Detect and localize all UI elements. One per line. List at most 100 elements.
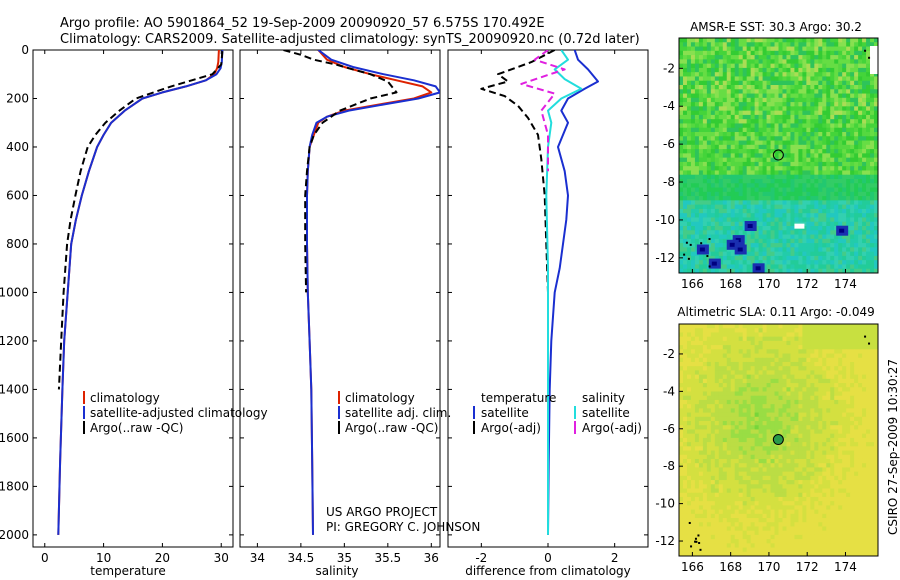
sla_map-ytick-label: -10 — [655, 497, 675, 511]
sst_map-island — [687, 257, 690, 260]
side-timestamp-label: CSIRO 27-Sep-2009 10:30:27 — [886, 359, 900, 535]
sla_map-ytick-label: -2 — [663, 347, 675, 361]
temperature-lines — [57, 50, 224, 535]
sst-cold-core — [839, 228, 845, 233]
sla_map-xtick-label: 170 — [757, 560, 780, 574]
sst-cold-core — [747, 224, 753, 228]
temperature-ytick-label: 1800 — [0, 479, 29, 493]
sst_map-xtick-label: 166 — [681, 277, 704, 291]
temperature-ytick-label: 600 — [6, 188, 29, 202]
temperature-ytick-label: 1600 — [0, 431, 29, 445]
sst-missing-cell — [870, 46, 878, 74]
salinity-xtick-label: 34.5 — [288, 551, 315, 565]
temperature-legend: climatology satellite-adjusted climatolo… — [83, 391, 268, 435]
sst_map-island — [683, 253, 686, 256]
sla_map-heatmap-cells — [679, 324, 879, 557]
sst_map-ytick-label: -8 — [663, 175, 675, 189]
sla_map-xtick-label: 168 — [719, 560, 742, 574]
difference-xlabel: difference from climatology — [465, 564, 631, 578]
legend-label-sal-argo: Argo(-adj) — [582, 421, 642, 435]
difference-legend: temperature satellite Argo(-adj) salinit… — [473, 391, 642, 435]
salinity-plot-frame — [239, 49, 441, 548]
sla_map-ytick-label: -4 — [663, 384, 675, 398]
temperature-xtick-label: 0 — [41, 551, 49, 565]
sst_map-ytick-label: -6 — [663, 137, 675, 151]
legend-label-argo: Argo(..raw -QC) — [90, 421, 183, 435]
temperature-xtick-label: 30 — [214, 551, 229, 565]
sla_map-island — [699, 548, 702, 551]
difference-lines — [480, 50, 599, 535]
temperature-series-line — [57, 50, 224, 535]
salinity-xtick-label: 35.5 — [374, 551, 401, 565]
difference-xtick-label: -2 — [475, 551, 487, 565]
sla_map-frame — [678, 323, 879, 557]
sst_map-island — [689, 243, 692, 246]
sst_map-ytick-label: -10 — [655, 213, 675, 227]
sst_map-xtick-label: 172 — [796, 277, 819, 291]
temperature-ytick-label: 400 — [6, 140, 29, 154]
salinity-xlabel: salinity — [315, 564, 358, 578]
sst_map-island — [868, 56, 871, 59]
difference-xtick-label: 2 — [611, 551, 619, 565]
sla_map-ytick-label: -6 — [663, 422, 675, 436]
sla_map-ytick-label: -12 — [655, 534, 675, 548]
sst_map-island — [708, 238, 711, 241]
sla_map-island — [695, 540, 698, 543]
legend-label-climatology: climatology — [90, 391, 160, 405]
sst_map-argo-marker — [772, 149, 784, 161]
sla_map-xtick-label: 172 — [796, 560, 819, 574]
temperature-ytick-label: 2000 — [0, 528, 29, 542]
sla_map-island — [694, 540, 697, 543]
temperature-xlabel: temperature — [90, 564, 165, 578]
sst_map-island — [706, 255, 709, 258]
legend-label-climatology: climatology — [345, 391, 415, 405]
sla-map-title: Altimetric SLA: 0.11 Argo: -0.049 — [677, 305, 874, 319]
legend-header-temperature: temperature — [481, 391, 556, 405]
credit-line2: PI: GREGORY C. JOHNSON — [326, 520, 480, 534]
sst-map: 166 168 170 172 174 -2 -4 -6 -8 -10 -12 — [655, 37, 879, 291]
credit-line1: US ARGO PROJECT — [326, 505, 438, 519]
difference-series-line — [547, 50, 599, 535]
salinity-series-line — [283, 50, 398, 293]
figure-title-line2: Climatology: CARS2009. Satellite-adjuste… — [60, 32, 640, 47]
temperature-ytick-label: 800 — [6, 237, 29, 251]
sla_map-ytick-label: -8 — [663, 459, 675, 473]
legend-label-sal-satellite: satellite — [582, 406, 630, 420]
sst_map-xtick-label: 168 — [719, 277, 742, 291]
sla_map-island — [694, 537, 697, 540]
tick-layer: 0 10 20 30020040060080010001200140016001800… — [0, 43, 648, 565]
legend-label-argo: Argo(..raw -QC) — [345, 421, 438, 435]
sla_map-argo-marker — [772, 434, 784, 446]
sst-cold-core — [711, 261, 717, 266]
temperature-xtick-label: 10 — [96, 551, 111, 565]
temperature-ytick-label: 0 — [21, 43, 29, 57]
sla_map-island — [697, 534, 700, 537]
salinity-xtick-label: 35 — [337, 551, 352, 565]
sst-map-title: AMSR-E SST: 30.3 Argo: 30.2 — [690, 20, 862, 34]
sla_map-island — [868, 342, 871, 345]
sst_map-island — [685, 241, 688, 244]
temperature-xtick-label: 20 — [155, 551, 170, 565]
temperature-ytick-label: 1000 — [0, 285, 29, 299]
sst_map-xtick-label: 174 — [834, 277, 857, 291]
difference-series-line — [480, 50, 556, 390]
sst-cold-core — [699, 247, 705, 252]
temperature-plot-frame — [32, 49, 234, 548]
legend-label-satellite: satellite-adjusted climatology — [90, 406, 268, 420]
salinity-series-line — [306, 50, 440, 535]
sla_map-xtick-label: 174 — [834, 560, 857, 574]
sla_map-island — [688, 521, 691, 524]
sst-cold-core — [737, 247, 743, 252]
sla_map-island — [690, 545, 693, 548]
sla_map-xtick-label: 166 — [681, 560, 704, 574]
sst_map-ytick-label: -2 — [663, 61, 675, 75]
difference-xtick-label: 0 — [544, 551, 552, 565]
legend-label-temp-argo: Argo(-adj) — [481, 421, 541, 435]
figure-title-line1: Argo profile: AO 5901864_52 19-Sep-2009 … — [60, 16, 545, 31]
sst-cold-core — [729, 242, 735, 247]
sst_map-frame — [678, 37, 879, 274]
sla_map-island — [864, 335, 867, 338]
salinity-xtick-label: 36 — [424, 551, 439, 565]
temperature-series-line — [57, 51, 224, 390]
